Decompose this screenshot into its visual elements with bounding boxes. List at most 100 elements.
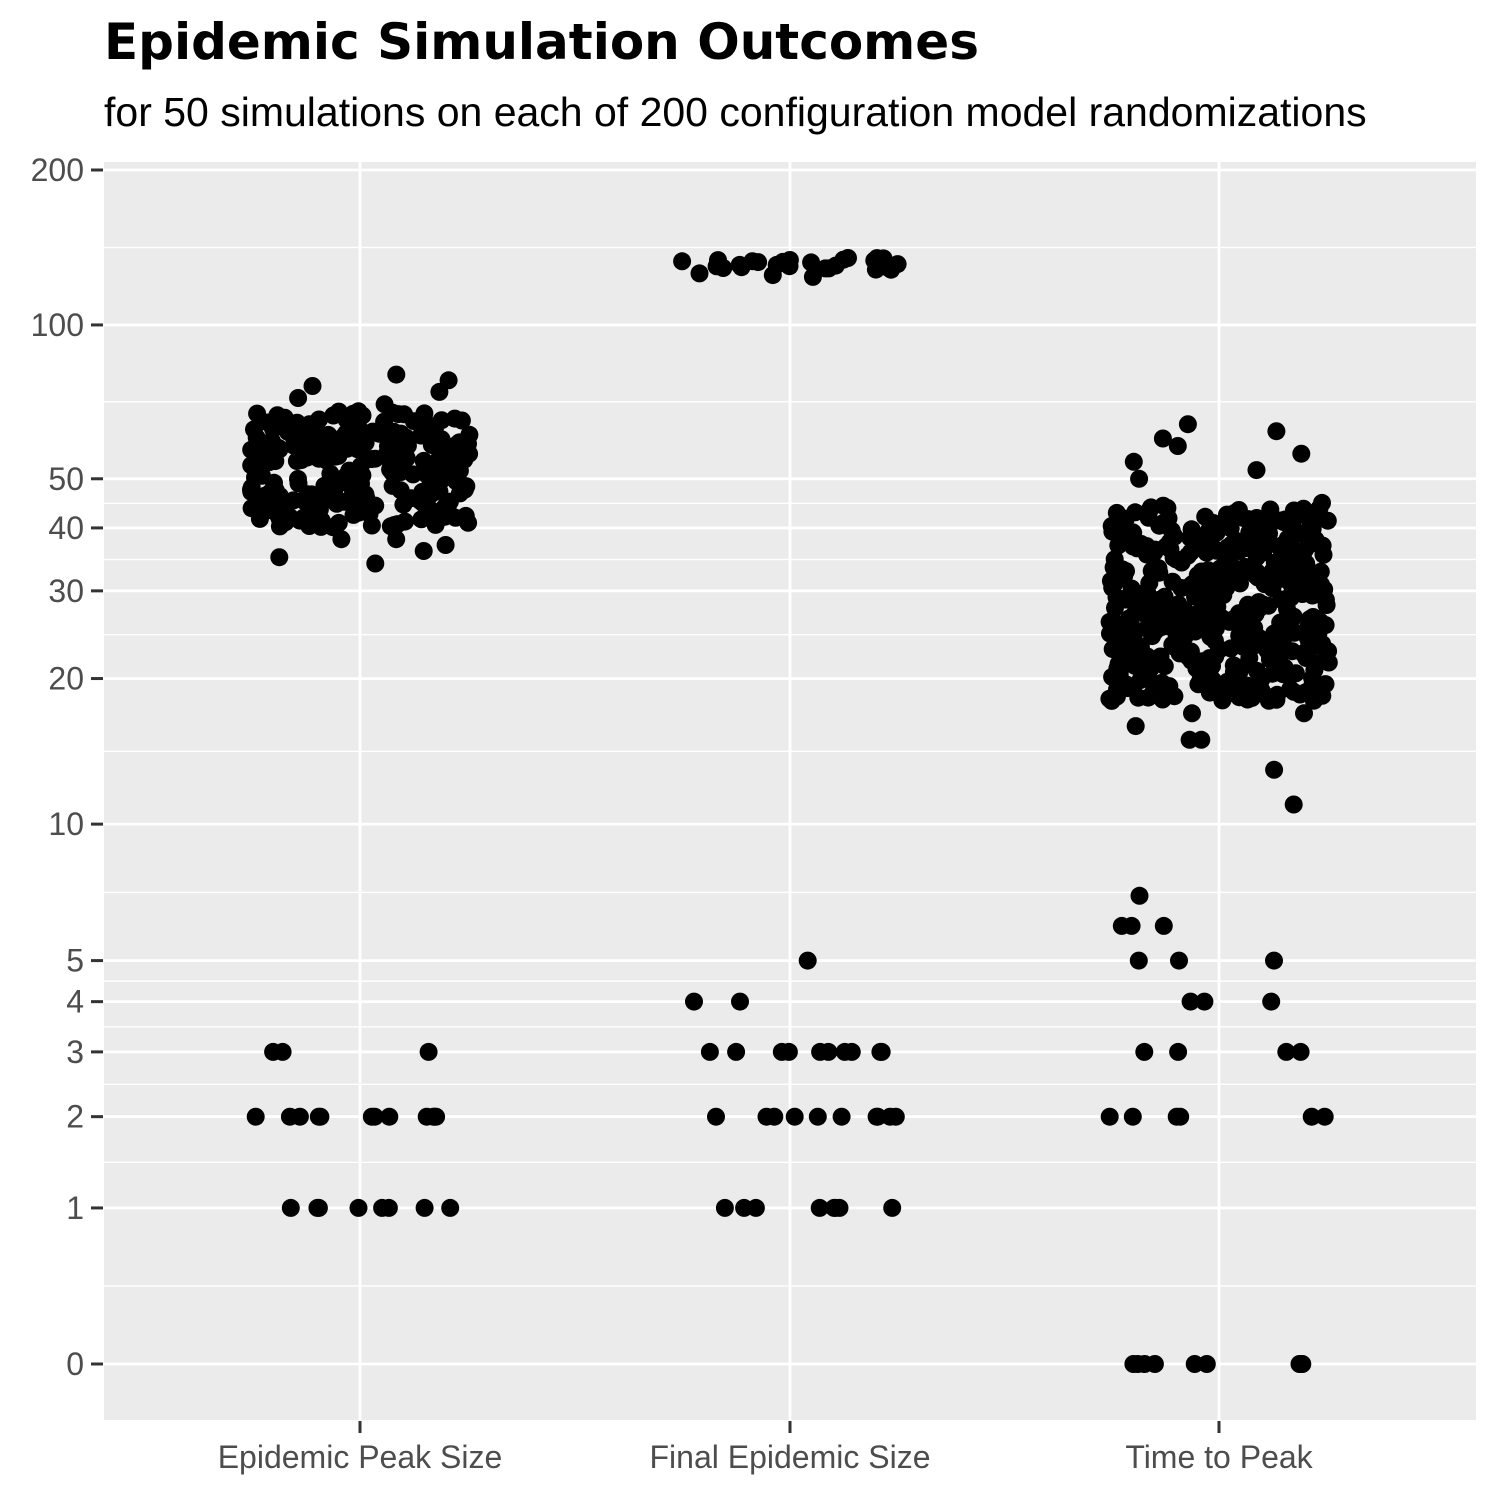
data-point: [440, 492, 459, 511]
data-point: [245, 420, 263, 439]
data-point: [445, 437, 464, 456]
x-axis: Epidemic Peak Size Final Epidemic Size Tim…: [218, 1421, 1314, 1475]
data-point: [1237, 603, 1256, 622]
data-point: [1118, 588, 1137, 607]
data-point: [1263, 664, 1282, 683]
data-point: [700, 1042, 719, 1061]
data-point: [1103, 578, 1122, 597]
data-point: [825, 1198, 844, 1217]
data-point: [1145, 1355, 1164, 1373]
data-point: [1149, 559, 1168, 578]
data-point: [379, 1198, 398, 1217]
bulk-point-cloud: [673, 249, 907, 279]
data-point: [1103, 640, 1122, 659]
data-point: [456, 506, 475, 525]
data-point: [387, 530, 406, 549]
data-point: [337, 466, 356, 485]
data-point: [1126, 717, 1145, 736]
data-point: [280, 1107, 299, 1126]
data-point: [1237, 635, 1256, 654]
data-point: [1167, 1107, 1186, 1126]
data-point: [310, 429, 329, 448]
data-point: [1281, 543, 1300, 562]
data-point: [353, 406, 372, 425]
data-point: [1217, 569, 1236, 588]
data-point: [690, 264, 709, 283]
data-point: [298, 486, 317, 505]
data-point: [779, 1042, 798, 1061]
data-point: [765, 1107, 784, 1126]
data-point: [264, 1042, 283, 1061]
data-point: [749, 253, 768, 272]
data-point: [1196, 507, 1215, 526]
data-point: [298, 448, 317, 467]
data-point: [1219, 507, 1238, 526]
data-point: [433, 469, 452, 488]
data-point: [1265, 951, 1283, 970]
y-tick-label: 200: [31, 152, 84, 188]
data-point: [360, 502, 379, 521]
data-point: [1267, 553, 1286, 572]
data-point: [1191, 670, 1210, 689]
x-tick-label: Epidemic Peak Size: [218, 1439, 503, 1475]
data-point: [1106, 598, 1124, 617]
data-point: [380, 1107, 399, 1126]
data-point: [1256, 533, 1275, 552]
data-point: [365, 1107, 384, 1126]
data-point: [387, 365, 406, 384]
data-point: [1140, 500, 1159, 519]
data-point: [1316, 675, 1335, 694]
data-point: [1175, 600, 1194, 619]
data-point: [1258, 641, 1277, 660]
data-point: [886, 1107, 905, 1126]
y-tick-label: 100: [31, 307, 84, 343]
data-point: [872, 1042, 891, 1061]
data-point: [1163, 572, 1182, 591]
data-point: [1284, 795, 1303, 814]
y-tick-label: 10: [48, 806, 84, 842]
data-point: [387, 432, 406, 451]
data-point: [1309, 624, 1328, 643]
data-points: [242, 249, 1338, 1373]
data-point: [436, 536, 455, 554]
y-tick-label: 40: [48, 510, 84, 546]
data-point: [331, 439, 350, 458]
data-point: [262, 432, 281, 451]
data-point: [383, 476, 402, 495]
data-point: [426, 515, 445, 534]
data-point: [1267, 690, 1286, 709]
data-point: [1161, 540, 1180, 559]
data-point: [1168, 437, 1187, 455]
data-point: [415, 1198, 434, 1217]
data-point: [1153, 429, 1172, 448]
data-point: [1115, 520, 1134, 539]
data-point: [1123, 1107, 1142, 1126]
data-point: [315, 476, 334, 495]
data-point: [868, 1107, 887, 1126]
data-point: [865, 251, 884, 270]
data-point: [1277, 1042, 1296, 1061]
data-point: [375, 395, 394, 414]
data-point: [435, 450, 454, 469]
data-point: [1154, 916, 1173, 935]
data-point: [366, 449, 385, 468]
data-point: [746, 1198, 765, 1217]
data-point: [1292, 444, 1311, 463]
y-tick-label: 20: [48, 661, 84, 697]
data-point: [1138, 647, 1157, 666]
data-point: [412, 510, 431, 529]
data-point: [455, 480, 474, 499]
data-point: [1243, 621, 1262, 640]
data-point: [1275, 626, 1294, 645]
data-point: [785, 1107, 804, 1126]
data-point: [1181, 642, 1200, 661]
data-point: [420, 425, 439, 444]
data-point: [303, 377, 322, 395]
data-point: [1135, 583, 1154, 602]
data-point: [709, 251, 727, 270]
data-point: [394, 495, 413, 514]
data-point: [1221, 639, 1240, 658]
data-point: [271, 510, 289, 529]
data-point: [1152, 673, 1171, 692]
